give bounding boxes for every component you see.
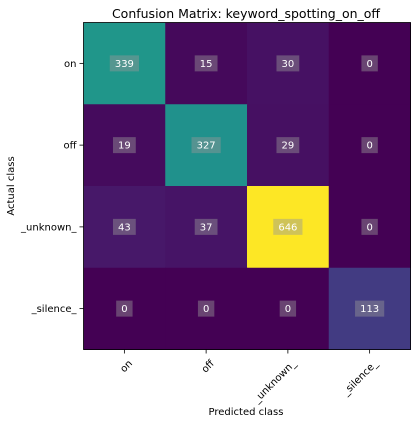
heatmap-cell: [165, 267, 248, 350]
x-tick-label: off: [200, 358, 218, 376]
y-axis-label: Actual class: [6, 156, 17, 215]
cell-value-label: 0: [366, 222, 372, 233]
cell-value-box: [191, 137, 221, 154]
cell-value-box: [276, 55, 300, 72]
cell-value-box: [112, 137, 136, 154]
cell-value-box: [361, 55, 378, 72]
plot-frame: [83, 22, 411, 350]
x-tick-label: _unknown_: [251, 358, 299, 406]
cell-value-label: 0: [121, 304, 127, 315]
cell-value-box: [194, 55, 218, 72]
heatmap-cell: [247, 104, 330, 187]
heatmap-cell: [328, 267, 411, 350]
cell-value-box: [361, 137, 378, 154]
y-tick-label: on: [64, 59, 76, 70]
x-axis-label: Predicted class: [209, 407, 284, 418]
cell-value-box: [279, 300, 297, 317]
cell-value-box: [194, 218, 218, 235]
cell-value-label: 113: [360, 304, 379, 315]
cell-value-label: 339: [115, 59, 134, 70]
cell-value-box: [273, 218, 303, 235]
cell-value-label: 0: [203, 304, 209, 315]
heatmap-cell: [165, 186, 248, 269]
cell-value-label: 37: [200, 222, 213, 233]
cell-value-box: [361, 218, 378, 235]
chart-title: Confusion Matrix: keyword_spotting_on_of…: [112, 6, 380, 21]
cell-value-label: 0: [366, 59, 372, 70]
y-tick-label: off: [63, 141, 77, 152]
heatmap-cell: [83, 186, 166, 269]
x-tick-label: _silence_: [340, 358, 381, 399]
cell-value-label: 29: [282, 141, 295, 152]
cell-value-label: 0: [366, 141, 372, 152]
heatmap-cell: [247, 267, 330, 350]
cell-value-box: [116, 300, 133, 317]
y-tick-label: _unknown_: [20, 222, 77, 233]
cell-value-label: 43: [118, 222, 131, 233]
heatmap-cell: [165, 22, 248, 105]
heatmap-cell: [328, 104, 411, 187]
cell-value-label: 327: [197, 141, 216, 152]
heatmap-cell: [247, 22, 330, 105]
cell-value-label: 15: [200, 59, 213, 70]
cell-value-box: [197, 300, 215, 317]
heatmap-cell: [247, 186, 330, 269]
cell-value-label: 30: [282, 59, 295, 70]
heatmap-cell: [83, 267, 166, 350]
y-tick-label: _silence_: [31, 304, 78, 315]
cell-value-box: [355, 300, 385, 317]
heatmap-cell: [328, 186, 411, 269]
heatmap-cell: [83, 104, 166, 187]
heatmap-cell: [165, 104, 248, 187]
cell-value-label: 646: [278, 222, 297, 233]
cell-value-label: 0: [285, 304, 291, 315]
heatmap-cell: [83, 22, 166, 105]
x-tick-label: on: [118, 358, 135, 375]
heatmap-cell: [328, 22, 411, 105]
cell-value-box: [276, 137, 300, 154]
cell-value-box: [109, 55, 139, 72]
heatmap-cells: 339 15 30 0 19 327 29 0 43 37 646 0 0 0 0 113: [83, 22, 411, 350]
cell-value-label: 19: [118, 141, 131, 152]
cell-value-box: [112, 218, 136, 235]
